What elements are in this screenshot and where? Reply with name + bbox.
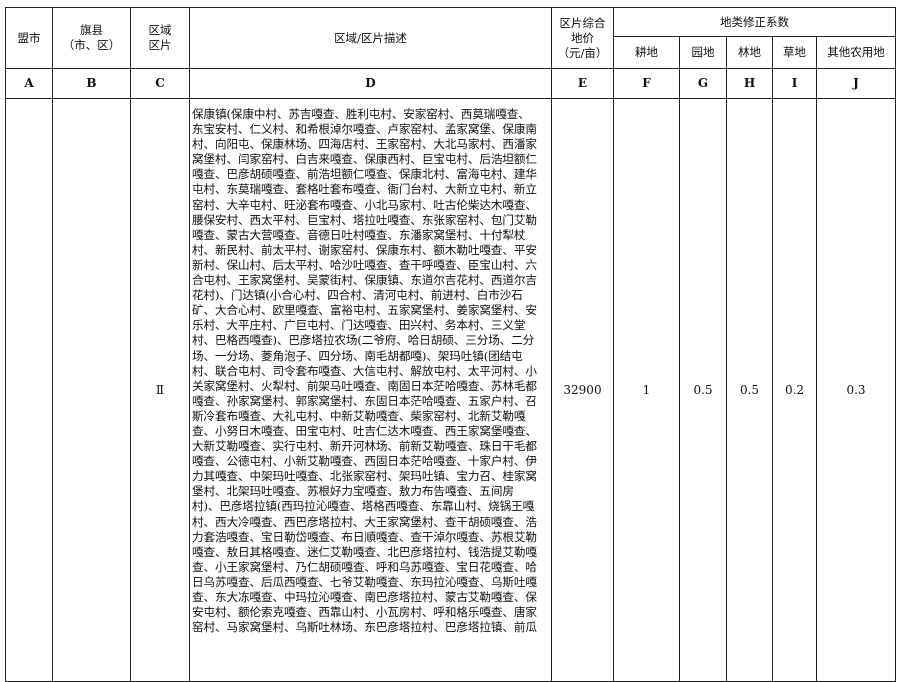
description-line: 嘎查、巴彦胡硕嘎查、前浩坦额仁嘎查、保康北村、富海屯村、建华 (192, 167, 537, 182)
header-garden: 园地 (679, 36, 727, 69)
description-line: 腰保安村、西太平村、巨宝村、塔拉吐嘎查、东张家窑村、包门艾勒 (192, 212, 537, 227)
description-line: 东宝安村、仁义村、和希根淖尔嘎查、卢家窑村、孟家窝堡、保康南 (192, 122, 537, 137)
cell-cultivated: 1 (613, 98, 680, 682)
letter-a: A (5, 68, 53, 99)
letter-f: F (613, 68, 680, 99)
description-line: 力套浩嘎查、宝日勒岱嘎查、布日順嘎查、查干淖尔嘎查、苏根艾勒 (192, 529, 537, 544)
description-line: 日乌苏嘎查、后瓜西嘎查、七爷艾勒嘎查、东玛拉沁嘎查、乌斯吐嘎 (192, 574, 537, 589)
description-line: 保康镇(保康中村、苏吉嘎查、胜利屯村、安家窑村、西莫瑞嘎查、 (192, 107, 530, 121)
letter-row: A B C D E F G H I J (5, 68, 896, 99)
header-county-line2: （市、区） (62, 38, 121, 52)
description-line: 村、巴格西嘎查)、巴彦塔拉农场(二爷府、哈日胡硕、三分场、二分 (192, 333, 535, 348)
letter-d: D (189, 68, 552, 99)
header-zone: 区域 区片 (130, 7, 190, 69)
description-line: 安屯村、额伦索克嘎查、西靠山村、小瓦房村、呼和格乐嘎查、唐家 (192, 605, 537, 620)
letter-j: J (816, 68, 896, 99)
description-line: 场、一分场、菱角泡子、四分场、南毛胡都嘎)、架玛吐镇(团结屯 (192, 348, 523, 363)
letter-b: B (52, 68, 131, 99)
cell-county (52, 98, 131, 682)
header-county-line1: 旗县 (80, 23, 103, 37)
description-line: 堡村、北架玛吐嘎查、苏根好力宝嘎查、敖力布告嘎查、五间房 (192, 484, 514, 499)
description-line: 窑村、马家窝堡村、乌斯吐林场、东巴彦塔拉村、巴彦塔拉镇、前瓜 (192, 620, 537, 635)
header-price-line2: 地价 (571, 30, 594, 45)
cell-price: 32900 (551, 98, 614, 682)
cell-other-agri: 0.3 (816, 98, 896, 682)
header-price-line1: 区片综合 (559, 15, 606, 30)
description-line: 村、新民村、前太平村、谢家窑村、保康东村、额木勒吐嘎查、平安 (192, 242, 537, 257)
cell-league-city (5, 98, 53, 682)
description-line: 乐村、大平庄村、广巨屯村、门达嘎查、田兴村、务本村、三义堂 (192, 318, 526, 333)
letter-i: I (772, 68, 817, 99)
description-line: 花村)、门达镇(小合心村、四合村、清河屯村、前进村、白市沙石 (192, 288, 523, 303)
description-line: 屯村、东莫瑞嘎查、套格吐套布嘎查、衙门台村、大新立屯村、新立 (192, 182, 537, 197)
description-line: 大新艾勒嘎查、实行屯村、新开河林场、前新艾勒嘎查、珠日干毛都 (192, 439, 537, 454)
land-price-table: 盟市 旗县 （市、区） 区域 区片 区域/区片描述 区片综合 地价 （元/亩） 地类修正… (5, 7, 896, 682)
cell-description: 保康镇(保康中村、苏吉嘎查、胜利屯村、安家窑村、西莫瑞嘎查、 东宝安村、仁义村、和… (189, 98, 552, 682)
header-county: 旗县 （市、区） (52, 7, 131, 69)
description-line: 村)、巴彦塔拉镇(西玛拉沁嘎查、塔格西嘎查、东靠山村、烧锅王嘎 (192, 499, 535, 514)
description-line: 村、联合屯村、司令套布嘎查、大信屯村、解放屯村、太平河村、小 (192, 363, 537, 378)
description-line: 新村、保山村、后太平村、哈沙吐嘎查、查干呼嘎查、臣宝山村、六 (192, 257, 537, 272)
letter-h: H (726, 68, 773, 99)
cell-garden: 0.5 (679, 98, 727, 682)
table-row: Ⅱ 保康镇(保康中村、苏吉嘎查、胜利屯村、安家窑村、西莫瑞嘎查、 东宝安村、仁义村… (5, 98, 896, 682)
header-league-city: 盟市 (5, 7, 53, 69)
header-price-line3: （元/亩） (557, 45, 608, 60)
description-line: 斯冷套布嘎查、大礼屯村、中新艾勒嘎查、柴家窑村、北新艾勒嘎 (192, 408, 526, 423)
header-other-agri: 其他农用地 (816, 36, 896, 69)
description-line: 关家窝堡村、火犁村、前架马吐嘎查、南固日本茫哈嘎查、苏林毛都 (192, 378, 537, 393)
description-line: 矿、大合心村、欧里嘎查、富裕屯村、五家窝堡村、姜家窝堡村、安 (192, 303, 537, 318)
subheader-row: 耕地 园地 林地 草地 其他农用地 (6, 36, 896, 69)
description-line: 力其嘎查、中架玛吐嘎查、北张家窑村、架玛吐镇、宝力召、桂家窝 (192, 469, 537, 484)
description-line: 嘎查、敖日其格嘎查、迷仁艾勒嘎查、北巴彦塔拉村、钱浩提艾勒嘎 (192, 544, 537, 559)
header-row: 盟市 旗县 （市、区） 区域 区片 区域/区片描述 区片综合 地价 （元/亩） 地类修正… (5, 7, 896, 69)
cell-zone: Ⅱ (130, 98, 190, 682)
description-line: 查、小王家窝堡村、乃仁胡硕嘎查、呼和乌苏嘎查、宝日花嘎查、哈 (192, 559, 537, 574)
description-line: 查、小努日木嘎查、田宝屯村、吐吉仁达木嘎查、西王家窝堡嘎查、 (192, 423, 537, 438)
header-description: 区域/区片描述 (189, 7, 552, 69)
letter-c: C (130, 68, 190, 99)
header-price: 区片综合 地价 （元/亩） (551, 7, 614, 69)
description-line: 窝堡村、闫家窑村、白吉来嘎查、保康西村、巨宝屯村、后浩坦额仁 (192, 152, 537, 167)
letter-e: E (551, 68, 614, 99)
description-line: 合屯村、王家窝堡村、吴蒙街村、保康镇、东道尔吉花村、西道尔吉 (192, 273, 537, 288)
description-line: 嘎查、孙家窝堡村、郭家窝堡村、东固日本茫哈嘎查、五家户村、召 (192, 393, 537, 408)
header-zone-line2: 区片 (148, 38, 172, 52)
description-line: 嘎查、蒙古大营嘎查、音德日吐村嘎查、东潘家窝堡村、十付犁杖 (192, 227, 526, 242)
description-line: 嘎查、公德屯村、小新艾勒嘎查、西固日本茫哈嘎查、十家户村、伊 (192, 454, 537, 469)
description-line: 窑村、大辛屯村、旺泌套布嘎查、小北马家村、吐古伦柴达木嘎查、 (192, 197, 537, 212)
header-cultivated: 耕地 (613, 36, 680, 69)
header-zone-line1: 区域 (148, 23, 172, 37)
header-coefficient-group: 地类修正系数 (613, 7, 896, 37)
header-forest: 林地 (726, 36, 773, 69)
header-grass: 草地 (772, 36, 817, 69)
description-line: 村、西大冷嘎查、西巴彦塔拉村、大王家窝堡村、查干胡硕嘎查、浩 (192, 514, 537, 529)
description-line: 查、东大冻嘎查、中玛拉沁嘎查、南巴彦塔拉村、蒙古艾勒嘎查、保 (192, 590, 537, 604)
cell-grass: 0.2 (772, 98, 817, 682)
cell-forest: 0.5 (726, 98, 773, 682)
letter-g: G (679, 68, 727, 99)
description-line: 村、向阳屯、保康林场、四海店村、王家窑村、大北马家村、西潘家 (192, 137, 537, 152)
